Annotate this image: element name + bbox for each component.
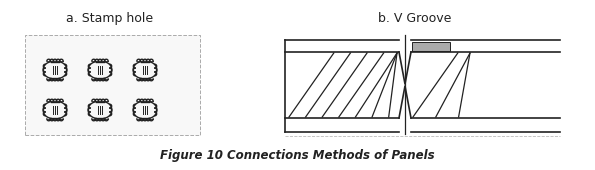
Text: Figure 10 Connections Methods of Panels: Figure 10 Connections Methods of Panels	[159, 149, 434, 162]
Text: a. Stamp hole: a. Stamp hole	[67, 12, 154, 25]
Text: b. V Groove: b. V Groove	[378, 12, 452, 25]
Bar	[412, 42, 450, 51]
Bar	[25, 35, 200, 135]
